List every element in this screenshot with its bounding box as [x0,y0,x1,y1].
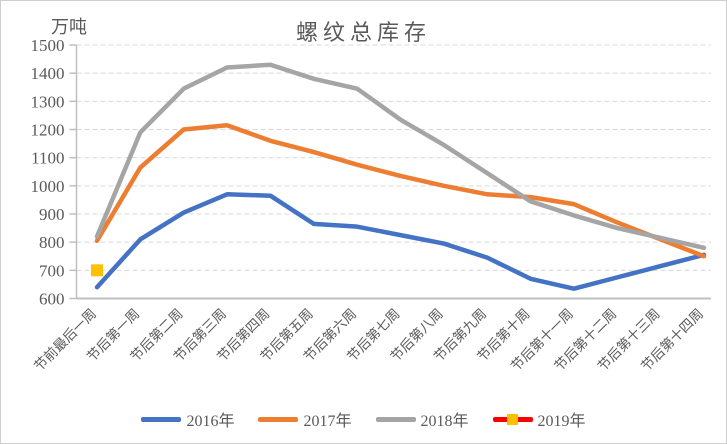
legend-label: 2019年 [537,413,586,430]
legend-label: 2018年 [420,413,469,430]
chart-title: 螺纹总库存 [295,20,431,45]
legend-item-2016年[interactable]: 2016年 [141,407,234,431]
legend-label: 2017年 [303,413,352,430]
series-marker-2019年 [91,264,103,277]
y-axis-label: 1200 [31,121,65,140]
y-axis-unit-label: 万吨 [51,17,87,37]
legend-item-2019年[interactable]: 2019年 [492,407,586,431]
legend-swatch-icon [492,413,533,425]
y-axis-label: 1000 [31,177,65,196]
legend-label: 2016年 [186,413,235,430]
y-axis-label: 1300 [31,92,65,111]
y-axis-label: 700 [39,261,65,280]
y-axis-label: 900 [39,205,65,224]
legend-swatch-icon [258,416,299,422]
y-axis-label: 1100 [31,149,64,168]
x-axis-label: 节前最后一周 [31,305,100,374]
legend-square-marker-icon [506,413,518,425]
series-line-2016年 [94,192,707,291]
legend-item-2018年[interactable]: 2018年 [375,407,469,431]
y-axis-label: 1500 [31,36,65,55]
y-axis-label: 600 [39,290,65,309]
series-line-2017年 [94,123,707,259]
y-axis-label: 1400 [31,64,65,83]
legend: 2016年 2017年 2018年 2019年 [1,407,726,431]
y-axis-label: 800 [39,233,65,252]
legend-swatch-icon [375,416,416,422]
legend-swatch-icon [141,416,182,422]
legend-item-2017年[interactable]: 2017年 [258,407,352,431]
series-line-2018年 [94,62,707,251]
